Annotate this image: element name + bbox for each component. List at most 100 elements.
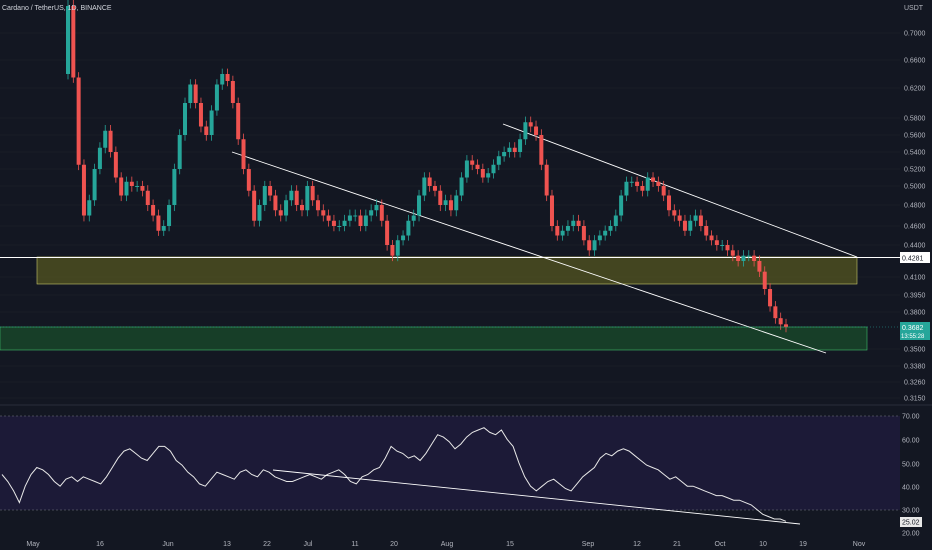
- time-tick-label: 13: [223, 541, 231, 548]
- time-tick-label: 16: [96, 541, 104, 548]
- time-tick-label: 15: [506, 541, 514, 548]
- candle-body: [502, 152, 507, 157]
- candle-body: [284, 200, 289, 216]
- candle-body: [544, 164, 549, 196]
- price-tick-label: 0.5400: [904, 150, 926, 157]
- candle-body: [135, 186, 140, 187]
- candle-body: [651, 177, 656, 182]
- candle-body: [353, 215, 358, 217]
- time-tick-label: Oct: [715, 541, 726, 548]
- candle-body: [539, 135, 544, 165]
- rsi-value-tag-bg: [900, 517, 922, 527]
- candle-body: [145, 190, 150, 205]
- rsi-axis[interactable]: 70.00 60.00 50.00 40.00 30.00 20.00: [902, 414, 920, 538]
- level-tag: 0.4281: [902, 256, 924, 263]
- candle-body: [188, 84, 193, 103]
- candle-body: [289, 190, 294, 201]
- time-axis[interactable]: May 16 Jun 13 22 Jul 11 20 Aug 15 Sep 12 21 Oct 10 19 No…: [26, 541, 865, 548]
- candle-body: [714, 240, 719, 245]
- candle-body: [374, 205, 379, 211]
- candle-body: [608, 226, 613, 231]
- candle-body: [613, 215, 618, 226]
- candle-body: [103, 130, 108, 148]
- candle-body: [549, 195, 554, 226]
- candle-body: [305, 186, 310, 211]
- candle-body: [624, 181, 629, 196]
- candle-body: [757, 261, 762, 272]
- candle-body: [214, 84, 219, 111]
- candle-body: [167, 205, 172, 226]
- resistance-zone: [36, 256, 858, 285]
- candle-body: [193, 84, 198, 103]
- time-tick-label: Jun: [162, 541, 173, 548]
- price-tick-label: 0.4100: [904, 275, 926, 282]
- candle-body: [124, 181, 129, 196]
- candle-body: [773, 306, 778, 319]
- candle-body: [151, 205, 156, 216]
- candle-body: [486, 173, 491, 178]
- candle-body: [172, 169, 177, 205]
- candle-body: [571, 220, 576, 226]
- candle-body: [156, 215, 161, 231]
- candle-body: [512, 147, 517, 152]
- price-tick-label: 0.5600: [904, 133, 926, 140]
- candle-body: [581, 226, 586, 241]
- candle-body: [204, 126, 209, 135]
- candle-body: [406, 220, 411, 236]
- candle-body: [140, 186, 145, 191]
- symbol-title: Cardano / TetherUS, 1D, BINANCE: [2, 5, 112, 12]
- candle-body: [252, 190, 257, 221]
- candle-body: [518, 139, 523, 152]
- candle-body: [369, 210, 374, 216]
- price-tick-label: 0.3800: [904, 310, 926, 317]
- last-price-tag-bg: [900, 322, 930, 340]
- price-tick-label: 0.3500: [904, 347, 926, 354]
- candle-body: [560, 230, 565, 236]
- candle-body: [555, 226, 560, 236]
- candle-body: [704, 226, 709, 236]
- candle-body: [464, 160, 469, 178]
- last-price-tag: 0.3682: [902, 325, 924, 332]
- time-tick-label: 12: [633, 541, 641, 548]
- candle-body: [87, 200, 92, 216]
- candle-body: [363, 215, 368, 226]
- price-tick-label: 0.4400: [904, 243, 926, 250]
- price-axis[interactable]: 0.7000 0.6600 0.6200 0.5800 0.5600 0.5400 0.52…: [904, 31, 926, 403]
- time-tick-label: Nov: [853, 541, 866, 548]
- candle-body: [321, 210, 326, 216]
- candle-body: [762, 271, 767, 289]
- candle-body: [688, 220, 693, 231]
- time-tick-label: 11: [351, 541, 358, 548]
- candle-body: [725, 245, 730, 251]
- candle-body: [709, 235, 714, 241]
- candle-body: [401, 235, 406, 241]
- candle-body: [395, 240, 400, 256]
- candle-body: [278, 210, 283, 216]
- price-tick-label: 0.6600: [904, 58, 926, 65]
- candle-body: [768, 289, 773, 307]
- price-tick-label: 0.5200: [904, 167, 926, 174]
- candle-body: [480, 169, 485, 178]
- candle-body: [656, 181, 661, 186]
- candle-body: [246, 169, 251, 191]
- candle-body: [379, 205, 384, 221]
- price-tick-label: 0.3380: [904, 364, 926, 371]
- candle-body: [496, 156, 501, 165]
- candle-body: [603, 230, 608, 236]
- time-tick-label: 20: [390, 541, 398, 548]
- candle-body: [720, 245, 725, 246]
- candle-body: [342, 220, 347, 226]
- candle-body: [315, 200, 320, 211]
- candle-body: [198, 103, 203, 127]
- candle-body: [358, 215, 363, 226]
- candle-body: [491, 164, 496, 174]
- candle-body: [422, 177, 427, 196]
- time-tick-label: 10: [759, 541, 767, 548]
- candle-body: [746, 255, 751, 257]
- candle-body: [698, 215, 703, 226]
- candle-body: [523, 122, 528, 140]
- candle-body: [300, 205, 305, 211]
- rsi-value-tag: 25.02: [902, 520, 920, 527]
- candle-body: [209, 110, 214, 135]
